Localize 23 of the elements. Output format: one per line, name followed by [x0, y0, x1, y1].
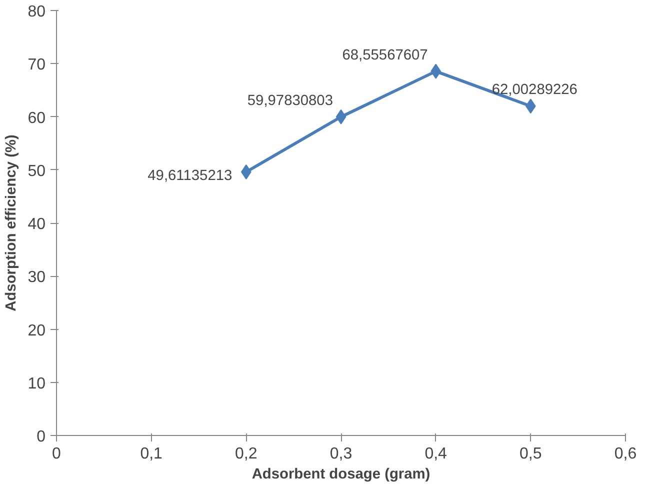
y-tick-label: 60 — [28, 110, 46, 127]
x-tick-label: 0,4 — [424, 446, 448, 462]
y-tick-label: 30 — [28, 269, 46, 286]
data-label: 68,55567607 — [342, 47, 428, 64]
y-tick-label: 50 — [28, 162, 46, 180]
x-tick-label: 0,2 — [235, 446, 258, 462]
y-axis-title: Adsorption efficiency (%) — [4, 134, 20, 312]
data-label: 62,00289226 — [492, 82, 578, 98]
y-tick-label: 20 — [28, 322, 46, 340]
x-tick-label: 0 — [52, 446, 62, 462]
y-tick-label: 70 — [28, 56, 46, 74]
y-tick-label: 40 — [28, 216, 46, 233]
point — [336, 109, 346, 124]
y-tick-label: 0 — [36, 428, 46, 446]
x-tick-label: 0,6 — [614, 446, 637, 462]
x-tick-label: 0,1 — [140, 446, 163, 462]
y-tick-label: 80 — [28, 4, 46, 20]
x-tick-label: 0,3 — [330, 446, 352, 462]
data-label: 49,61135213 — [148, 168, 232, 184]
x-axis-title: Adsorbent dosage (gram) — [252, 466, 430, 482]
data-label: 59,97830803 — [247, 92, 334, 109]
y-tick-label: 10 — [28, 375, 46, 392]
x-tick-label: 0,5 — [520, 446, 542, 462]
